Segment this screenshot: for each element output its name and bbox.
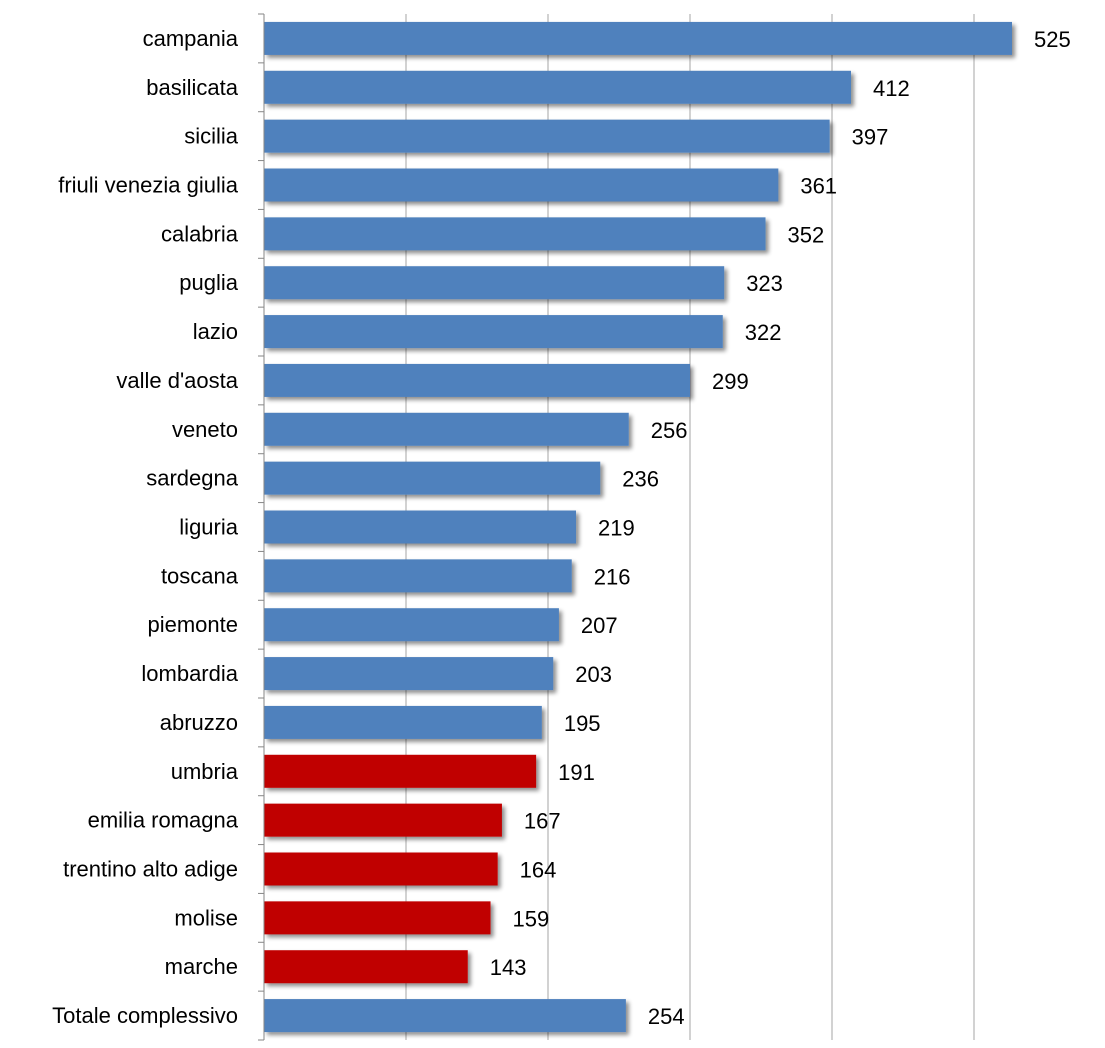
data-label: 352 bbox=[788, 222, 825, 247]
category-label: molise bbox=[174, 905, 238, 930]
bar bbox=[264, 70, 852, 104]
data-label: 143 bbox=[490, 955, 527, 980]
data-label: 164 bbox=[520, 858, 557, 883]
bar bbox=[264, 657, 554, 691]
data-label: 236 bbox=[622, 467, 659, 492]
bar bbox=[264, 705, 542, 739]
bar bbox=[264, 168, 779, 202]
bar bbox=[264, 754, 537, 788]
category-label: lazio bbox=[193, 319, 238, 344]
category-label: veneto bbox=[172, 417, 238, 442]
category-label: piemonte bbox=[147, 612, 238, 637]
bar bbox=[264, 363, 691, 397]
data-label: 361 bbox=[800, 174, 837, 199]
bar bbox=[264, 21, 1012, 55]
bar bbox=[264, 510, 577, 544]
data-label: 203 bbox=[575, 662, 612, 687]
category-label: trentino alto adige bbox=[63, 857, 238, 882]
category-label: abruzzo bbox=[160, 710, 238, 735]
category-label: toscana bbox=[161, 563, 239, 588]
bar bbox=[264, 852, 498, 886]
bar bbox=[264, 266, 725, 300]
bar bbox=[264, 950, 468, 984]
bar bbox=[264, 608, 559, 642]
data-label: 195 bbox=[564, 711, 601, 736]
data-label: 525 bbox=[1034, 27, 1071, 52]
bars bbox=[264, 21, 1012, 1033]
category-label: friuli venezia giulia bbox=[58, 173, 239, 198]
category-label: sicilia bbox=[184, 124, 239, 149]
bar bbox=[264, 217, 766, 251]
data-label: 254 bbox=[648, 1004, 685, 1029]
category-label: campania bbox=[143, 26, 239, 51]
category-axis bbox=[258, 13, 265, 1041]
data-label: 299 bbox=[712, 369, 749, 394]
category-label: valle d'aosta bbox=[116, 368, 238, 393]
bar bbox=[264, 999, 626, 1033]
category-label: umbria bbox=[171, 759, 239, 784]
data-label: 191 bbox=[558, 760, 595, 785]
bar bbox=[264, 461, 601, 495]
data-label: 412 bbox=[873, 76, 910, 101]
data-label: 322 bbox=[745, 320, 782, 345]
category-label: liguria bbox=[179, 515, 238, 540]
category-label: calabria bbox=[161, 221, 239, 246]
category-label: lombardia bbox=[141, 661, 238, 686]
data-label: 216 bbox=[594, 564, 631, 589]
category-label: marche bbox=[165, 954, 238, 979]
data-label: 256 bbox=[651, 418, 688, 443]
data-label: 167 bbox=[524, 809, 561, 834]
category-label: basilicata bbox=[146, 75, 238, 100]
data-label: 397 bbox=[852, 125, 889, 150]
category-label: sardegna bbox=[146, 466, 239, 491]
bar bbox=[264, 901, 491, 935]
data-label: 159 bbox=[513, 906, 550, 931]
bar bbox=[264, 803, 502, 837]
category-labels: campania basilicata sicilia friuli venezia … bbox=[52, 26, 239, 1028]
category-label: Totale complessivo bbox=[52, 1003, 238, 1028]
category-label: emilia romagna bbox=[88, 808, 239, 833]
data-label: 219 bbox=[598, 516, 635, 541]
data-label: 323 bbox=[746, 271, 783, 296]
bar bbox=[264, 412, 629, 446]
bar bbox=[264, 315, 723, 349]
bar bbox=[264, 559, 572, 593]
category-label: puglia bbox=[179, 270, 238, 295]
bar bbox=[264, 119, 830, 153]
data-label: 207 bbox=[581, 613, 618, 638]
